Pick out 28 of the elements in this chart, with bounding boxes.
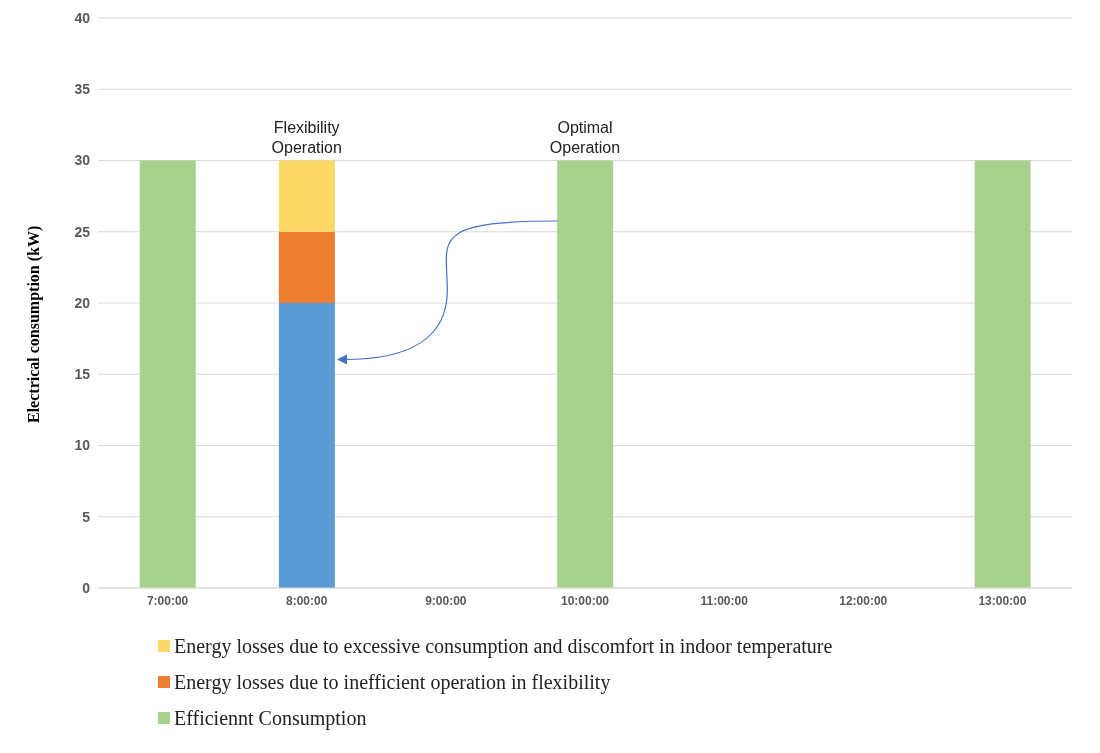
x-tick-label: 9:00:00 — [425, 593, 467, 608]
y-axis-title: Electrical consumption (kW) — [24, 225, 43, 423]
legend-label: Efficiennt Consumption — [174, 706, 367, 730]
bar — [278, 160, 335, 232]
x-tick-label: 11:00:00 — [700, 593, 749, 608]
y-tick-label: 35 — [74, 81, 91, 98]
x-tick-label: 13:00:00 — [978, 593, 1027, 608]
y-tick-label: 10 — [74, 437, 91, 454]
bar — [557, 160, 614, 588]
y-tick-label: 20 — [74, 294, 91, 311]
legend-label: Energy losses due to excessive consumption and discomfort in indoor temperature — [174, 634, 833, 658]
annotation: Flexibility Operation — [271, 118, 342, 156]
y-tick-label: 0 — [82, 579, 91, 596]
y-tick-label: 5 — [82, 508, 91, 525]
y-tick-label: 40 — [74, 9, 91, 26]
x-tick-label: 12:00:00 — [839, 593, 888, 608]
bar — [974, 160, 1031, 588]
y-tick-label: 30 — [74, 152, 91, 169]
legend-label: Energy losses due to inefficient operation in flexibility — [174, 670, 611, 694]
bar — [278, 231, 335, 303]
x-tick-label: 10:00:00 — [560, 593, 610, 608]
bar — [139, 160, 196, 588]
y-tick-label: 25 — [74, 223, 91, 240]
bar — [278, 303, 335, 588]
x-tick-label: 7:00:00 — [146, 593, 189, 608]
x-tick-label: 8:00:00 — [286, 593, 328, 608]
y-tick-label: 15 — [74, 366, 91, 383]
annotation: Optimal Operation — [549, 118, 621, 156]
